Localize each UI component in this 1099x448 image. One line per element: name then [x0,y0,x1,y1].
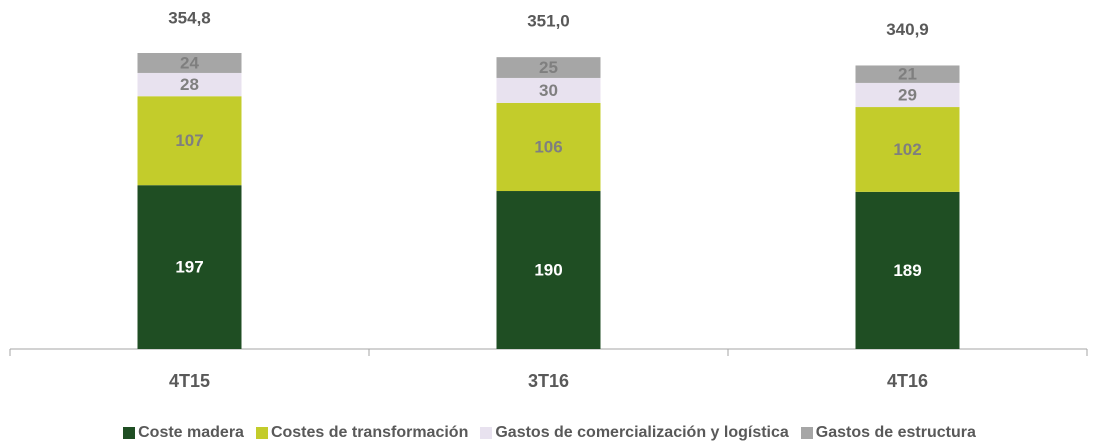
legend-label: Gastos de comercialización y logística [495,424,789,441]
bar-segment [855,107,960,192]
legend-swatch [255,427,268,439]
total-label: 354,8 [168,8,211,27]
value-label: 190 [534,260,562,279]
value-label: 197 [175,258,203,277]
bar-segment [496,77,601,103]
legend-item: Costes de transformación [255,424,469,442]
bar-segment [137,72,242,97]
bar-segment [496,102,601,192]
value-label: 189 [893,261,921,280]
value-label: 24 [180,53,199,72]
x-tick-label: 4T16 [887,371,928,391]
bar-segment [137,96,242,186]
legend-label: Gastos de estructura [815,424,976,441]
legend: Coste madera Costes de transformación Gast… [0,424,1099,442]
total-label: 351,0 [527,12,570,31]
bar-segment [496,57,601,78]
legend-item: Gastos de estructura [800,424,976,442]
value-label: 30 [539,81,558,100]
legend-label: Costes de transformación [270,424,469,441]
legend-swatch [480,427,493,439]
value-label: 102 [893,140,921,159]
bar-segment [855,65,960,83]
value-label: 29 [898,85,917,104]
value-label: 28 [180,75,199,94]
legend-label: Coste madera [138,424,244,441]
value-label: 25 [539,58,558,77]
value-label: 21 [898,65,917,84]
bar-segment [855,191,960,349]
bar-segment [855,82,960,108]
total-label: 340,9 [886,20,929,39]
legend-item: Coste madera [123,424,244,442]
legend-item: Gastos de comercialización y logística [480,424,789,442]
legend-swatch [123,427,136,439]
value-label: 106 [534,137,562,156]
bar-segment [137,185,242,349]
x-tick-label: 3T16 [528,371,569,391]
bar-segment [496,191,601,349]
legend-swatch [800,427,813,439]
chart: 4T15 197 107 28 24 354,8 3T16 190 106 30 25 351,0 4T… [9,8,1088,391]
bar-segment [137,53,242,73]
x-tick-label: 4T15 [169,371,210,391]
value-label: 107 [175,131,203,150]
